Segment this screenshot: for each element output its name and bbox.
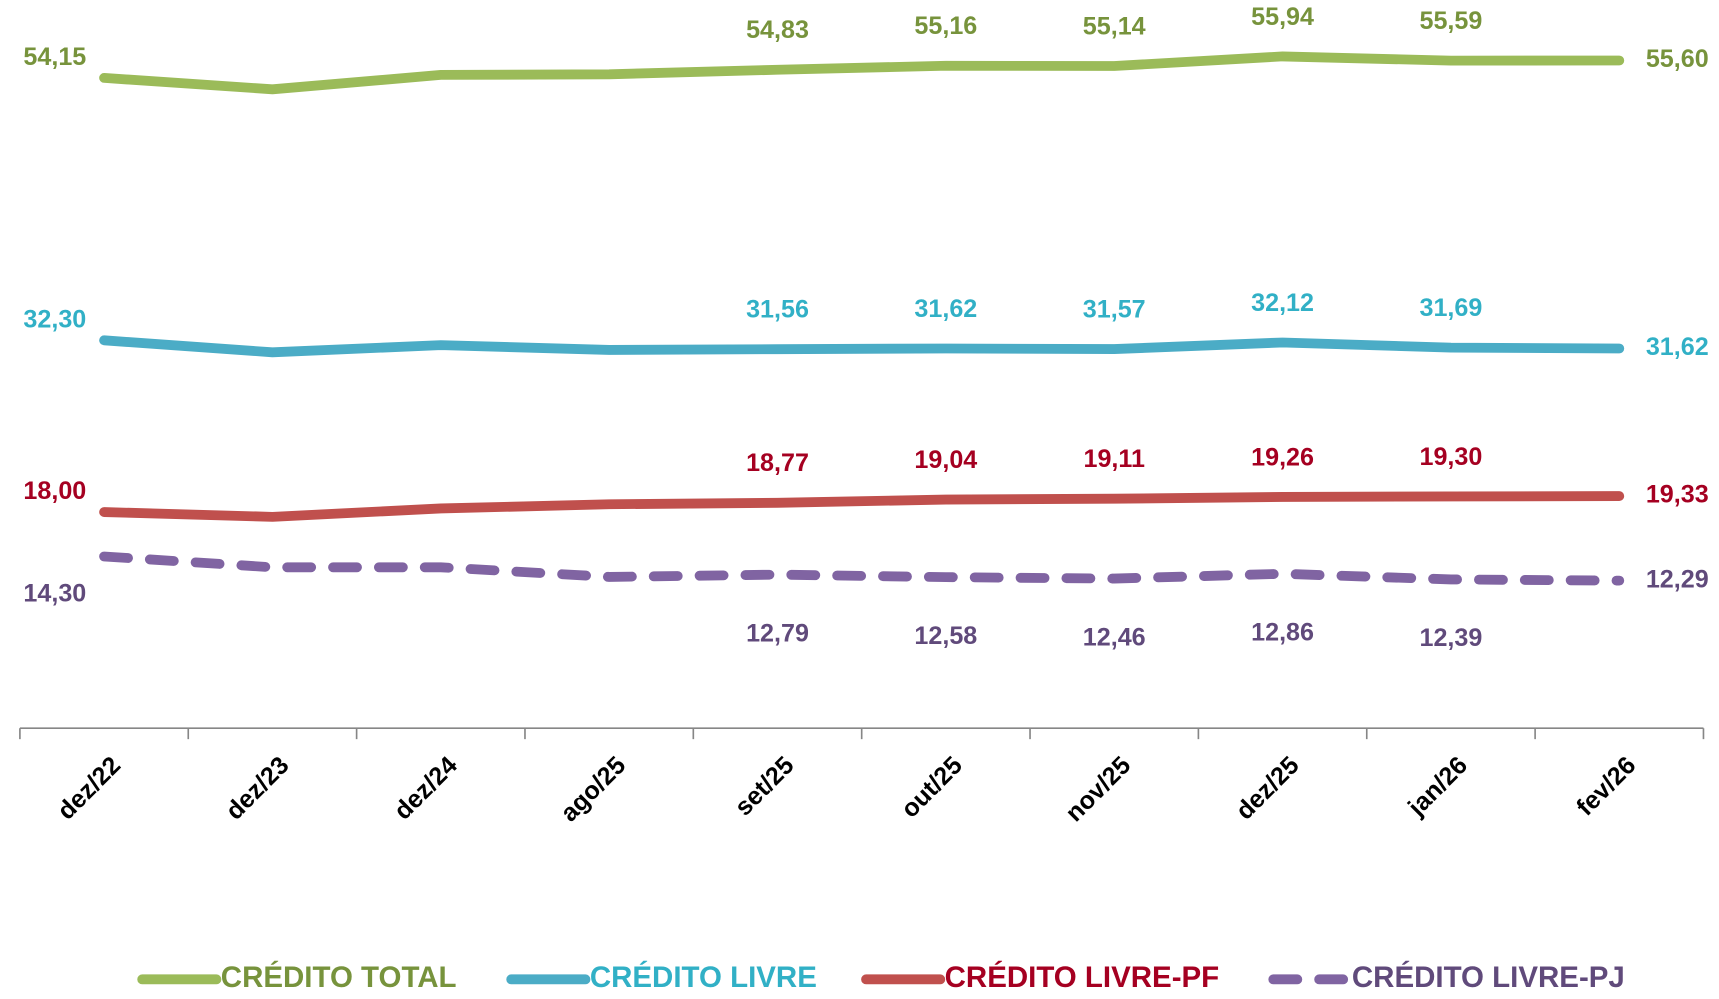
- legend-label: CRÉDITO LIVRE-PJ: [1352, 960, 1625, 994]
- data-label: 19,33: [1646, 481, 1709, 509]
- data-label: 55,14: [1083, 12, 1146, 40]
- data-label: 31,69: [1420, 294, 1483, 322]
- legend-label: CRÉDITO LIVRE: [590, 960, 817, 994]
- series-line: [99, 491, 1625, 522]
- x-tick-label: ago/25: [555, 751, 631, 827]
- x-tick-label: dez/22: [52, 751, 126, 825]
- x-tick-label: set/25: [729, 751, 799, 821]
- data-label: 55,16: [914, 12, 977, 40]
- series-line: [99, 335, 1625, 358]
- x-tick-label: dez/24: [389, 751, 463, 825]
- data-label: 31,56: [746, 296, 809, 324]
- data-label: 19,04: [914, 446, 977, 474]
- data-label: 54,15: [23, 43, 86, 71]
- x-tick-label: dez/23: [220, 751, 294, 825]
- data-label: 19,26: [1251, 443, 1314, 471]
- data-label: 19,11: [1083, 445, 1144, 473]
- x-tick-label: nov/25: [1060, 751, 1136, 827]
- data-label: 32,12: [1251, 289, 1314, 317]
- series-line: [99, 51, 1625, 95]
- data-label: 12,39: [1420, 624, 1483, 652]
- data-label: 31,62: [914, 295, 977, 323]
- x-tick-label: out/25: [896, 751, 968, 823]
- data-label: 18,77: [746, 449, 809, 477]
- x-tick-label: fev/26: [1571, 751, 1641, 821]
- data-label: 55,94: [1251, 3, 1314, 31]
- data-label: 31,62: [1646, 333, 1709, 361]
- x-tick-label: dez/25: [1231, 751, 1305, 825]
- series-line: [99, 551, 1625, 586]
- data-label: 12,79: [746, 619, 809, 647]
- data-label: 54,83: [746, 16, 809, 44]
- x-tick-label: jan/26: [1402, 751, 1473, 822]
- data-label: 12,46: [1083, 623, 1146, 651]
- legend-label: CRÉDITO TOTAL: [221, 960, 457, 994]
- data-label: 18,00: [23, 477, 86, 505]
- legend-label: CRÉDITO LIVRE-PF: [945, 960, 1220, 994]
- data-label: 32,30: [23, 305, 86, 333]
- data-label: 12,29: [1646, 565, 1709, 593]
- data-label: 12,86: [1251, 618, 1314, 646]
- data-label: 55,60: [1646, 45, 1709, 73]
- data-label: 55,59: [1420, 7, 1483, 35]
- data-label: 31,57: [1083, 296, 1146, 324]
- data-label: 19,30: [1420, 443, 1483, 471]
- data-label: 12,58: [914, 622, 977, 650]
- data-label: 14,30: [23, 579, 86, 607]
